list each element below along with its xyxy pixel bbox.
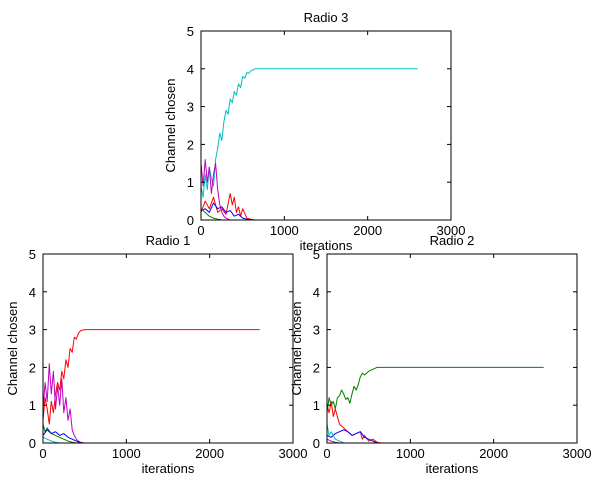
chart-2-plot-area	[327, 254, 577, 443]
chart-1-title: Radio 1	[146, 233, 191, 248]
chart-2-title: Radio 2	[430, 233, 475, 248]
chart-2-y-tick-label-1: 1	[313, 398, 320, 413]
chart-2-y-tick-label-4: 4	[313, 285, 320, 300]
chart-1-plot-area	[43, 254, 293, 443]
chart-0-title: Radio 3	[304, 10, 349, 25]
chart-1-series-0-line	[42, 329, 260, 425]
chart-2-y-tick-label-0: 0	[313, 436, 320, 451]
chart-0-series-1-line	[200, 193, 418, 221]
chart-radio-1: 0 1000 2000 3000 0 1 2 3 4 5 Radio 1 iterations Chan…	[5, 233, 307, 476]
chart-1-y-tick-label-1: 1	[29, 398, 36, 413]
chart-2-y-tick-label-5: 5	[313, 247, 320, 262]
chart-0-series-0-line	[200, 68, 418, 198]
chart-1-y-tick-label-5: 5	[29, 247, 36, 262]
chart-2-y-tick-label-3: 3	[313, 323, 320, 338]
chart-0-y-tick-label-3: 3	[187, 100, 194, 115]
chart-0-axes-frame	[200, 30, 452, 221]
chart-0-x-axis-label: iterations	[300, 238, 353, 253]
chart-1-axes-frame	[42, 253, 294, 444]
chart-2-x-tick-label-1: 1000	[396, 446, 425, 461]
chart-1-y-tick-label-0: 0	[29, 436, 36, 451]
chart-1-y-tick-label-3: 3	[29, 323, 36, 338]
chart-2-axes-frame	[326, 253, 578, 444]
chart-2-x-tick-label-0: 0	[323, 446, 330, 461]
chart-0-x-tick-label-1: 1000	[270, 223, 299, 238]
chart-1-series-3-line	[42, 429, 260, 444]
chart-0-y-tick-label-1: 1	[187, 175, 194, 190]
chart-1-y-tick-label-2: 2	[29, 360, 36, 375]
chart-2-x-axis-label: iterations	[426, 461, 479, 476]
chart-1-series-2-line	[42, 423, 260, 444]
chart-1-y-axis-label: Channel chosen	[5, 302, 20, 396]
chart-radio-3: 0 1000 2000 3000 0 1 2 3 4 5 Radio 3 iterations Chan…	[163, 10, 465, 253]
chart-1-x-tick-label-3: 3000	[279, 446, 308, 461]
chart-2-series-2-line	[326, 429, 544, 444]
chart-2-x-tick-label-3: 3000	[563, 446, 592, 461]
chart-2-y-axis-label: Channel chosen	[289, 302, 304, 396]
chart-1-x-tick-label-2: 2000	[195, 446, 224, 461]
chart-2-x-tick-label-2: 2000	[479, 446, 508, 461]
chart-radio-2: 0 1000 2000 3000 0 1 2 3 4 5 Radio 2 iterations Chan…	[289, 233, 591, 476]
chart-0-series-3-line	[200, 202, 418, 221]
chart-0-series-2-line	[200, 159, 418, 221]
chart-0-y-tick-label-2: 2	[187, 137, 194, 152]
chart-1-series-1-line	[42, 363, 260, 444]
chart-1-y-tick-label-4: 4	[29, 285, 36, 300]
chart-0-x-tick-label-0: 0	[197, 223, 204, 238]
chart-0-x-tick-label-2: 2000	[353, 223, 382, 238]
chart-2-y-tick-label-2: 2	[313, 360, 320, 375]
chart-0-y-tick-label-4: 4	[187, 62, 194, 77]
chart-0-y-tick-label-5: 5	[187, 24, 194, 39]
chart-1-x-tick-label-0: 0	[39, 446, 46, 461]
chart-0-y-axis-label: Channel chosen	[163, 79, 178, 173]
chart-0-plot-area	[201, 31, 451, 220]
chart-1-x-tick-label-1: 1000	[112, 446, 141, 461]
chart-1-x-axis-label: iterations	[142, 461, 195, 476]
chart-0-y-tick-label-0: 0	[187, 213, 194, 228]
chart-0-x-tick-label-3: 3000	[437, 223, 466, 238]
